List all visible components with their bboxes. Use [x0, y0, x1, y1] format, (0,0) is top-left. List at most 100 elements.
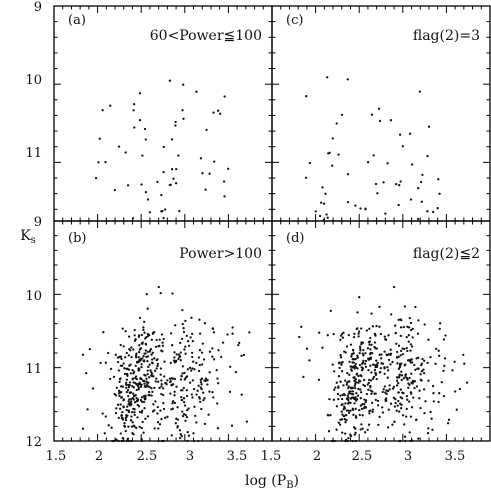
panel-b-point [156, 364, 159, 368]
panel-c-point [417, 187, 420, 190]
panel-b-point [148, 363, 151, 366]
panel-d-point [400, 378, 403, 382]
panel-d-point [417, 319, 420, 322]
panel-d-point [405, 394, 409, 398]
panel-b-point [197, 439, 200, 443]
panel-b-point [129, 363, 132, 366]
panel-d-point [398, 410, 401, 413]
panel-d-point [429, 410, 432, 414]
panel-b-point [195, 361, 198, 365]
panel-d-point [298, 335, 301, 339]
panel-d-point [401, 352, 405, 356]
panel-d-point [345, 397, 349, 400]
panel-d-point [406, 359, 410, 362]
panel-b-point [169, 332, 173, 335]
panel-d-point [453, 360, 456, 363]
panel-d-point [340, 334, 343, 337]
panel-b-point [172, 400, 175, 403]
panel-d-point [458, 387, 462, 391]
panel-b-point [86, 408, 89, 411]
panel-d-point [369, 389, 372, 392]
panel-d-point [356, 367, 359, 370]
panel-b-point [175, 417, 178, 420]
panel-b-point [128, 381, 132, 384]
panel-b-point [142, 328, 145, 332]
panel-b-point [139, 385, 143, 388]
panel-b-point [192, 360, 195, 363]
panel-d-point [355, 416, 358, 419]
panel-d-point [353, 376, 356, 379]
panel-b-tag: (b) [68, 231, 86, 246]
panel-d-point [370, 392, 373, 395]
panel-b-point [134, 364, 137, 368]
panel-d-point [407, 334, 410, 337]
panel-b-point [191, 332, 194, 336]
panel-c-point [326, 76, 329, 79]
panel-c-point [398, 184, 401, 187]
panel-d-point [397, 399, 400, 403]
panel-d-point [373, 392, 376, 395]
panel-d-point [386, 376, 389, 379]
panel-b-point [182, 400, 186, 404]
panel-b-point [147, 390, 151, 394]
panel-c-point [331, 164, 334, 167]
panel-d-point [333, 370, 336, 373]
panel-a-point [174, 182, 178, 185]
panel-d-point [403, 347, 406, 351]
panel-b-point [140, 426, 143, 430]
panel-d-point [444, 334, 447, 337]
panel-a-point [170, 168, 174, 171]
panel-c-point [327, 152, 330, 155]
panel-c-point [421, 173, 424, 177]
panel-b-point [125, 383, 128, 386]
panel-c-point [326, 216, 329, 219]
panel-c-point [346, 173, 350, 176]
panel-b-point [180, 434, 183, 438]
panel-c-point [426, 210, 429, 213]
panel-d-point [363, 362, 367, 365]
panel-c-point [324, 192, 327, 195]
panel-d-point [361, 427, 364, 430]
panel-c-point [305, 95, 308, 98]
panel-b-point [128, 384, 131, 387]
panel-d-point [339, 380, 342, 383]
panel-a-point [175, 167, 178, 171]
panel-b-point [230, 424, 234, 427]
panel-c-point [398, 133, 402, 136]
panel-b-point [156, 405, 159, 409]
panel-b-point [117, 439, 120, 443]
panel-b-point [156, 421, 160, 424]
panel-b-point [180, 375, 183, 378]
panel-b-point [211, 327, 214, 330]
panel-b-point [179, 341, 182, 345]
panel-b-point [179, 351, 182, 354]
panel-b-point [183, 348, 186, 351]
panel-b-point [126, 389, 130, 392]
y-tick-label-bottom-9: 9 [34, 215, 42, 230]
panel-d-point [408, 316, 411, 320]
panel-d-point [341, 360, 344, 364]
panel-d-point [341, 413, 344, 416]
panel-a-point [223, 195, 226, 198]
panel-d-point [374, 364, 377, 367]
panel-b-point [158, 423, 162, 426]
panel-d-point [415, 418, 418, 421]
panel-d-point [347, 436, 350, 440]
panel-b-point [162, 337, 165, 341]
panel-b-point [159, 367, 163, 370]
panel-b-point [193, 368, 196, 371]
panel-b-point [155, 367, 158, 370]
panel-d-point [355, 372, 359, 375]
panel-b-point [132, 370, 136, 373]
panel-d-point [403, 435, 407, 438]
panel-b-point [126, 367, 129, 370]
panel-d-point [361, 341, 365, 344]
panel-b-point [135, 383, 138, 386]
panel-b-point [186, 430, 189, 434]
panel-d-title: flag(2)≦2 [413, 246, 480, 262]
panel-d-point [395, 376, 399, 379]
panel-b-point [201, 342, 204, 345]
panel-d-point [409, 321, 413, 325]
panel-b-point [187, 407, 190, 410]
panel-a-point [140, 183, 143, 186]
